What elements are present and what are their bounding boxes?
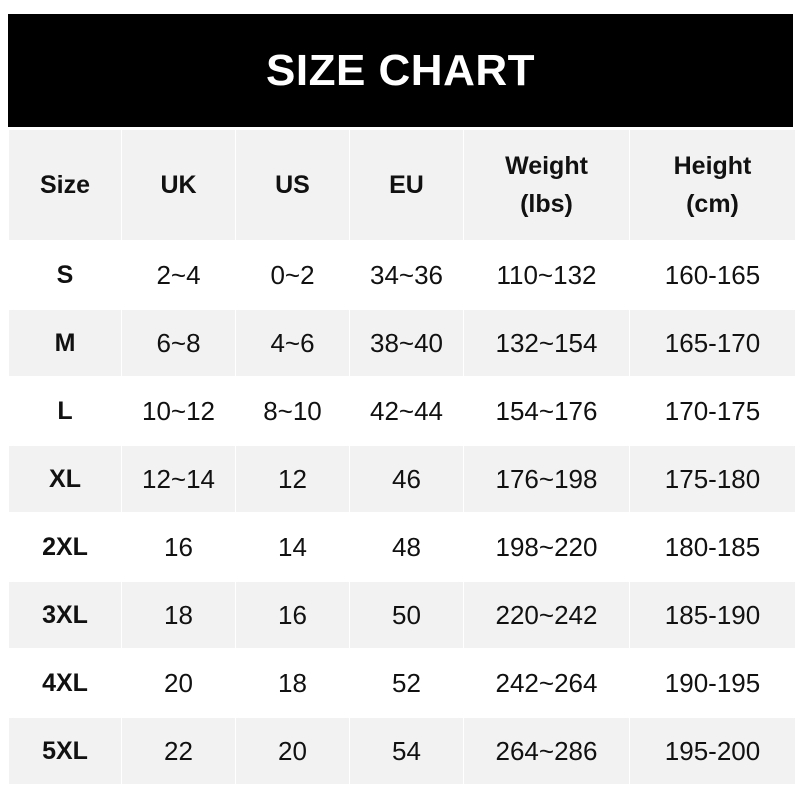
cell-weight: 132~154: [464, 310, 629, 376]
cell-us: 20: [236, 718, 349, 784]
cell-height: 160-165: [630, 242, 795, 308]
column-header-text: (lbs): [520, 190, 573, 218]
table-row: 3XL 18 16 50 220~242 185-190: [9, 582, 795, 648]
cell-eu: 38~40: [350, 310, 463, 376]
cell-uk: 20: [122, 650, 235, 716]
cell-us: 0~2: [236, 242, 349, 308]
cell-weight: 154~176: [464, 378, 629, 444]
cell-height: 185-190: [630, 582, 795, 648]
cell-weight: 220~242: [464, 582, 629, 648]
cell-uk: 10~12: [122, 378, 235, 444]
cell-size: 3XL: [9, 582, 121, 648]
cell-size: XL: [9, 446, 121, 512]
cell-height: 165-170: [630, 310, 795, 376]
cell-height: 180-185: [630, 514, 795, 580]
table-row: XL 12~14 12 46 176~198 175-180: [9, 446, 795, 512]
column-header-text: Height: [673, 152, 752, 180]
column-header-text: UK: [160, 171, 197, 199]
cell-eu: 46: [350, 446, 463, 512]
cell-height: 195-200: [630, 718, 795, 784]
cell-uk: 6~8: [122, 310, 235, 376]
cell-eu: 52: [350, 650, 463, 716]
column-header-text: US: [275, 171, 310, 199]
column-header-text: (cm): [686, 190, 739, 218]
column-header-size: Size: [9, 130, 121, 240]
cell-us: 12: [236, 446, 349, 512]
table-row: 4XL 20 18 52 242~264 190-195: [9, 650, 795, 716]
cell-size: M: [9, 310, 121, 376]
column-header-eu: EU: [350, 130, 463, 240]
column-header-weight: Weight (lbs): [464, 130, 629, 240]
cell-height: 170-175: [630, 378, 795, 444]
cell-weight: 176~198: [464, 446, 629, 512]
column-header-uk: UK: [122, 130, 235, 240]
header-row: Size UK US EU Weight (lbs) Height (cm): [9, 130, 795, 240]
cell-uk: 22: [122, 718, 235, 784]
cell-weight: 110~132: [464, 242, 629, 308]
cell-eu: 48: [350, 514, 463, 580]
cell-weight: 198~220: [464, 514, 629, 580]
cell-height: 175-180: [630, 446, 795, 512]
cell-eu: 34~36: [350, 242, 463, 308]
cell-size: 4XL: [9, 650, 121, 716]
size-table: Size UK US EU Weight (lbs) Height (cm) S 2~4 0~2 3…: [8, 128, 796, 786]
table-row: S 2~4 0~2 34~36 110~132 160-165: [9, 242, 795, 308]
cell-size: L: [9, 378, 121, 444]
size-chart-title: SIZE CHART: [8, 14, 793, 127]
cell-uk: 18: [122, 582, 235, 648]
table-row: 2XL 16 14 48 198~220 180-185: [9, 514, 795, 580]
column-header-text: Size: [39, 171, 91, 199]
cell-height: 190-195: [630, 650, 795, 716]
column-header-text: EU: [389, 171, 424, 199]
cell-us: 16: [236, 582, 349, 648]
cell-us: 4~6: [236, 310, 349, 376]
table-row: L 10~12 8~10 42~44 154~176 170-175: [9, 378, 795, 444]
cell-us: 18: [236, 650, 349, 716]
cell-size: S: [9, 242, 121, 308]
column-header-height: Height (cm): [630, 130, 795, 240]
table-row: 5XL 22 20 54 264~286 195-200: [9, 718, 795, 784]
column-header-us: US: [236, 130, 349, 240]
cell-uk: 2~4: [122, 242, 235, 308]
cell-us: 14: [236, 514, 349, 580]
column-header-text: Weight: [505, 152, 588, 180]
cell-eu: 50: [350, 582, 463, 648]
cell-size: 2XL: [9, 514, 121, 580]
cell-uk: 12~14: [122, 446, 235, 512]
cell-uk: 16: [122, 514, 235, 580]
cell-size: 5XL: [9, 718, 121, 784]
cell-eu: 42~44: [350, 378, 463, 444]
cell-us: 8~10: [236, 378, 349, 444]
table-row: M 6~8 4~6 38~40 132~154 165-170: [9, 310, 795, 376]
cell-eu: 54: [350, 718, 463, 784]
cell-weight: 264~286: [464, 718, 629, 784]
cell-weight: 242~264: [464, 650, 629, 716]
